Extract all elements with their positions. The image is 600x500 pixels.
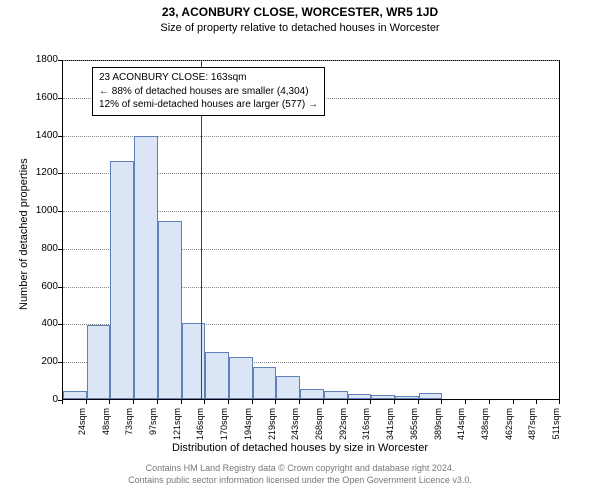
histogram-bar [348, 394, 372, 399]
histogram-bar [87, 325, 111, 399]
x-tick-label: 316sqm [361, 408, 371, 458]
annotation-line-1: 23 ACONBURY CLOSE: 163sqm [99, 71, 318, 85]
footer-attribution: Contains HM Land Registry data © Crown c… [0, 463, 600, 486]
y-tick-label: 1600 [18, 92, 58, 103]
chart-title-1: 23, ACONBURY CLOSE, WORCESTER, WR5 1JD [0, 5, 600, 19]
x-tick-label: 341sqm [385, 408, 395, 458]
histogram-bar [324, 391, 348, 399]
x-tick [204, 400, 205, 404]
y-tick [58, 362, 62, 363]
x-tick [86, 400, 87, 404]
annotation-box: 23 ACONBURY CLOSE: 163sqm ← 88% of detac… [92, 67, 325, 116]
histogram-bar [158, 221, 182, 399]
x-tick-label: 389sqm [433, 408, 443, 458]
x-tick-label: 73sqm [124, 408, 134, 458]
gridline [63, 60, 559, 61]
x-tick [157, 400, 158, 404]
x-tick [133, 400, 134, 404]
y-tick-label: 1400 [18, 130, 58, 141]
y-tick-label: 800 [18, 243, 58, 254]
histogram-bar [419, 393, 443, 399]
x-tick [62, 400, 63, 404]
x-tick-label: 194sqm [243, 408, 253, 458]
histogram-bar [134, 136, 158, 399]
annotation-line-2: ← 88% of detached houses are smaller (4,… [99, 85, 318, 99]
x-tick-label: 414sqm [456, 408, 466, 458]
x-tick [323, 400, 324, 404]
x-tick-label: 462sqm [504, 408, 514, 458]
x-tick-label: 48sqm [101, 408, 111, 458]
histogram-bar [110, 161, 134, 399]
y-tick-label: 1800 [18, 54, 58, 65]
x-tick-label: 511sqm [551, 408, 561, 458]
y-tick [58, 136, 62, 137]
y-tick [58, 324, 62, 325]
x-tick [489, 400, 490, 404]
x-tick-label: 170sqm [219, 408, 229, 458]
footer-line-1: Contains HM Land Registry data © Crown c… [0, 463, 600, 475]
chart-title-2: Size of property relative to detached ho… [0, 22, 600, 34]
histogram-bar [276, 376, 300, 399]
y-tick-label: 200 [18, 356, 58, 367]
x-tick-label: 438sqm [480, 408, 490, 458]
y-tick [58, 173, 62, 174]
x-tick [347, 400, 348, 404]
histogram-bar [229, 357, 253, 399]
x-tick-label: 268sqm [314, 408, 324, 458]
x-tick [394, 400, 395, 404]
x-tick-label: 97sqm [148, 408, 158, 458]
histogram-bar [205, 352, 229, 399]
x-tick [275, 400, 276, 404]
x-tick-label: 24sqm [77, 408, 87, 458]
x-tick [465, 400, 466, 404]
x-tick [513, 400, 514, 404]
x-tick [418, 400, 419, 404]
x-tick-label: 121sqm [172, 408, 182, 458]
histogram-bar [63, 391, 87, 399]
y-tick-label: 600 [18, 281, 58, 292]
x-tick-label: 243sqm [290, 408, 300, 458]
footer-line-2: Contains public sector information licen… [0, 475, 600, 487]
x-tick [252, 400, 253, 404]
annotation-line-3: 12% of semi-detached houses are larger (… [99, 98, 318, 112]
y-tick-label: 0 [18, 394, 58, 405]
histogram-bar [300, 389, 324, 399]
y-tick-label: 1200 [18, 167, 58, 178]
y-tick [58, 60, 62, 61]
x-tick [228, 400, 229, 404]
histogram-bar [253, 367, 277, 399]
x-tick [536, 400, 537, 404]
y-tick [58, 287, 62, 288]
histogram-bar [371, 395, 395, 399]
x-tick-label: 146sqm [195, 408, 205, 458]
y-tick [58, 249, 62, 250]
y-tick [58, 211, 62, 212]
x-tick [181, 400, 182, 404]
x-tick-label: 292sqm [338, 408, 348, 458]
x-tick [370, 400, 371, 404]
x-tick [441, 400, 442, 404]
y-tick-label: 1000 [18, 205, 58, 216]
x-tick-label: 487sqm [527, 408, 537, 458]
x-tick-label: 219sqm [267, 408, 277, 458]
y-tick [58, 98, 62, 99]
x-tick-label: 365sqm [409, 408, 419, 458]
x-tick [109, 400, 110, 404]
x-tick [559, 400, 560, 404]
histogram-bar [395, 396, 419, 399]
y-tick-label: 400 [18, 318, 58, 329]
x-tick [299, 400, 300, 404]
